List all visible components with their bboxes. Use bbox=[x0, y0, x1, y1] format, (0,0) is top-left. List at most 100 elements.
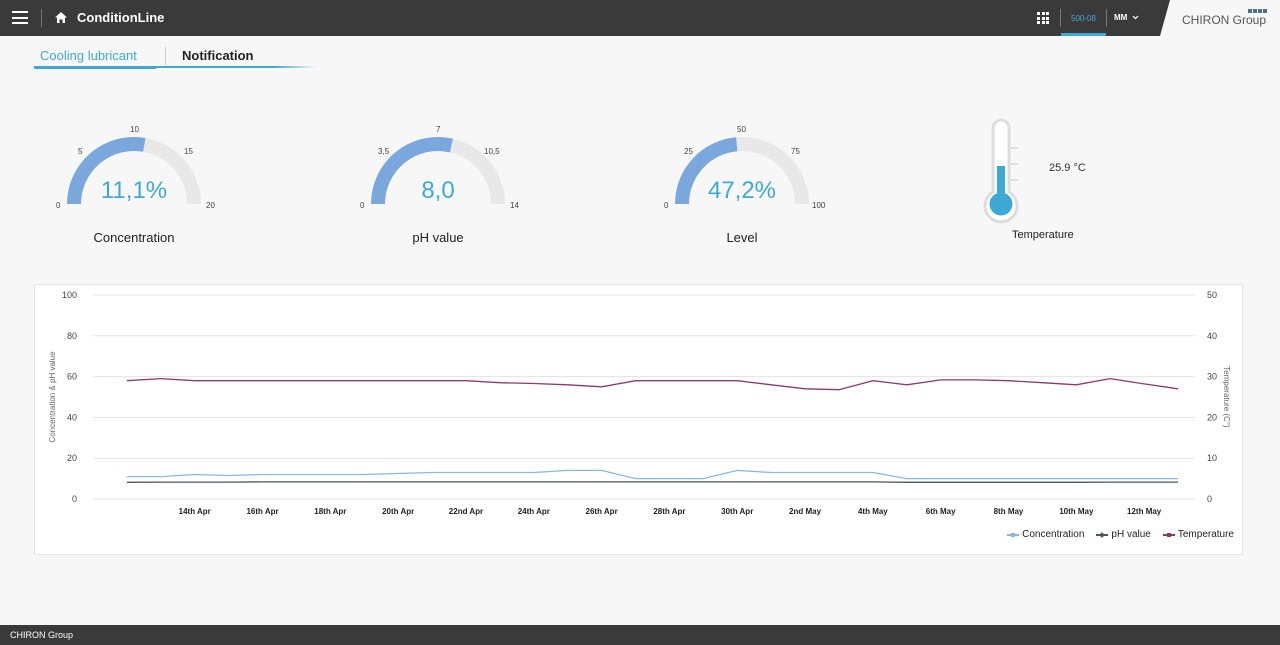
footer-text: CHIRON Group bbox=[10, 630, 74, 640]
x-tick-label: 14th Apr bbox=[179, 507, 211, 516]
concentration-gauge: 0 5 10 15 20 11,1% Concentration bbox=[44, 124, 224, 254]
x-tick-label: 22nd Apr bbox=[449, 507, 483, 516]
machine-tab-underline bbox=[1061, 33, 1106, 36]
ph-value: 8,0 bbox=[421, 177, 455, 204]
temperature-label: Temperature bbox=[1012, 229, 1074, 241]
gauge-tick-quarter: 3,5 bbox=[378, 147, 390, 156]
gauge-tick-max: 20 bbox=[206, 201, 215, 210]
hamburger-menu-icon[interactable] bbox=[12, 11, 28, 24]
gauge-tick-min: 0 bbox=[664, 201, 669, 210]
temperature-widget: 25.9 °C Temperature bbox=[975, 118, 1115, 248]
tab-bar: Cooling lubricant Notification bbox=[34, 45, 324, 71]
x-tick-label: 20th Apr bbox=[382, 507, 414, 516]
legend-ph[interactable]: pH value bbox=[1096, 529, 1151, 540]
legend-label: pH value bbox=[1111, 529, 1151, 540]
x-tick-label: 4th May bbox=[858, 507, 888, 516]
gauge-tick-quarter: 25 bbox=[684, 147, 693, 156]
x-tick-label: 24th Apr bbox=[518, 507, 550, 516]
brand-logo: CHIRON Group bbox=[1160, 0, 1280, 36]
ph-gauge: 0 3,5 7 10,5 14 8,0 pH value bbox=[348, 124, 528, 254]
thermometer-icon bbox=[983, 118, 1019, 224]
logo-text: CHIRON Group bbox=[1182, 13, 1267, 27]
footer-bar: CHIRON Group bbox=[0, 625, 1280, 645]
x-tick-label: 26th Apr bbox=[586, 507, 618, 516]
gauge-tick-mid: 50 bbox=[737, 125, 746, 134]
gauge-tick-quarter: 5 bbox=[78, 147, 83, 156]
level-gauge-arc bbox=[675, 137, 809, 205]
x-tick-label: 18th Apr bbox=[314, 507, 346, 516]
top-bar: ConditionLine 500-08 MM CHIRON Group bbox=[0, 0, 1280, 36]
x-tick-label: 10th May bbox=[1059, 507, 1094, 516]
user-initials: MM bbox=[1114, 13, 1128, 22]
x-tick-label: 12th May bbox=[1127, 507, 1162, 516]
chart-legend: Concentration pH value Temperature bbox=[1007, 529, 1234, 540]
ph-label: pH value bbox=[412, 230, 464, 245]
gauge-tick-three-quarter: 10,5 bbox=[484, 147, 500, 156]
legend-concentration[interactable]: Concentration bbox=[1007, 529, 1084, 540]
y2-tick-label: 30 bbox=[1207, 372, 1217, 382]
x-tick-label: 30th Apr bbox=[721, 507, 753, 516]
x-tick-label: 8th May bbox=[994, 507, 1024, 516]
tab-divider bbox=[165, 47, 166, 65]
gauge-fill bbox=[67, 137, 146, 205]
ph-gauge-arc bbox=[371, 137, 505, 205]
level-value: 47,2% bbox=[707, 177, 777, 204]
temperature-value: 25.9 °C bbox=[1049, 162, 1086, 174]
y-tick-label: 60 bbox=[67, 372, 77, 382]
header-divider bbox=[1060, 9, 1061, 27]
concentration-label: Concentration bbox=[93, 230, 175, 245]
series-line-temperature bbox=[126, 377, 1179, 391]
legend-label: Concentration bbox=[1022, 529, 1085, 540]
header-divider bbox=[41, 9, 42, 27]
series-line-concentration bbox=[126, 469, 1178, 480]
y-tick-label: 80 bbox=[67, 331, 77, 341]
app-title: ConditionLine bbox=[77, 10, 165, 25]
gauge-tick-three-quarter: 75 bbox=[791, 147, 800, 156]
active-tab-indicator bbox=[34, 66, 156, 69]
gauge-tick-max: 100 bbox=[812, 201, 826, 210]
level-gauge: 0 25 50 75 100 47,2% Level bbox=[652, 124, 832, 254]
y-tick-label: 0 bbox=[72, 494, 77, 504]
machine-tab-label: 500-08 bbox=[1071, 14, 1096, 23]
y2-axis-label: Temperature (C°) bbox=[1222, 366, 1231, 428]
level-label: Level bbox=[726, 230, 758, 245]
tab-cooling-lubricant[interactable]: Cooling lubricant bbox=[40, 48, 137, 63]
gauge-tick-mid: 7 bbox=[436, 125, 441, 134]
apps-grid-icon[interactable] bbox=[1037, 12, 1049, 24]
y-tick-label: 20 bbox=[67, 453, 77, 463]
legend-marker-icon bbox=[1007, 531, 1020, 539]
y-axis-label: Concentration & pH value bbox=[48, 351, 57, 443]
concentration-value: 11,1% bbox=[100, 177, 168, 204]
user-menu[interactable]: MM bbox=[1114, 13, 1139, 22]
gauge-tick-min: 0 bbox=[360, 201, 365, 210]
concentration-gauge-arc bbox=[67, 137, 201, 205]
gauge-fill bbox=[371, 137, 453, 205]
y2-tick-label: 0 bbox=[1207, 494, 1212, 504]
legend-marker-icon bbox=[1096, 531, 1109, 539]
x-tick-label: 28th Apr bbox=[653, 507, 685, 516]
x-tick-label: 6th May bbox=[926, 507, 956, 516]
y2-tick-label: 40 bbox=[1207, 331, 1217, 341]
legend-marker-icon bbox=[1162, 531, 1175, 539]
chevron-down-icon bbox=[1132, 15, 1138, 20]
legend-temperature[interactable]: Temperature bbox=[1162, 529, 1234, 540]
machine-tab[interactable]: 500-08 bbox=[1061, 0, 1106, 36]
y2-tick-label: 20 bbox=[1207, 412, 1217, 422]
legend-label: Temperature bbox=[1177, 529, 1234, 540]
x-tick-label: 16th Apr bbox=[246, 507, 278, 516]
gauge-tick-min: 0 bbox=[56, 201, 61, 210]
header-divider bbox=[1106, 9, 1107, 27]
y-tick-label: 40 bbox=[67, 412, 77, 422]
home-icon[interactable] bbox=[54, 11, 68, 24]
y2-tick-label: 10 bbox=[1207, 453, 1217, 463]
gauge-tick-three-quarter: 15 bbox=[184, 147, 193, 156]
y-tick-label: 100 bbox=[62, 290, 77, 300]
tab-notification[interactable]: Notification bbox=[182, 48, 254, 63]
x-tick-label: 2nd May bbox=[789, 507, 822, 516]
gauge-tick-max: 14 bbox=[510, 201, 519, 210]
y2-tick-label: 50 bbox=[1207, 290, 1217, 300]
logo-mark-icon bbox=[1248, 9, 1267, 13]
gauge-fill bbox=[675, 137, 738, 205]
tab-underline bbox=[34, 66, 317, 68]
